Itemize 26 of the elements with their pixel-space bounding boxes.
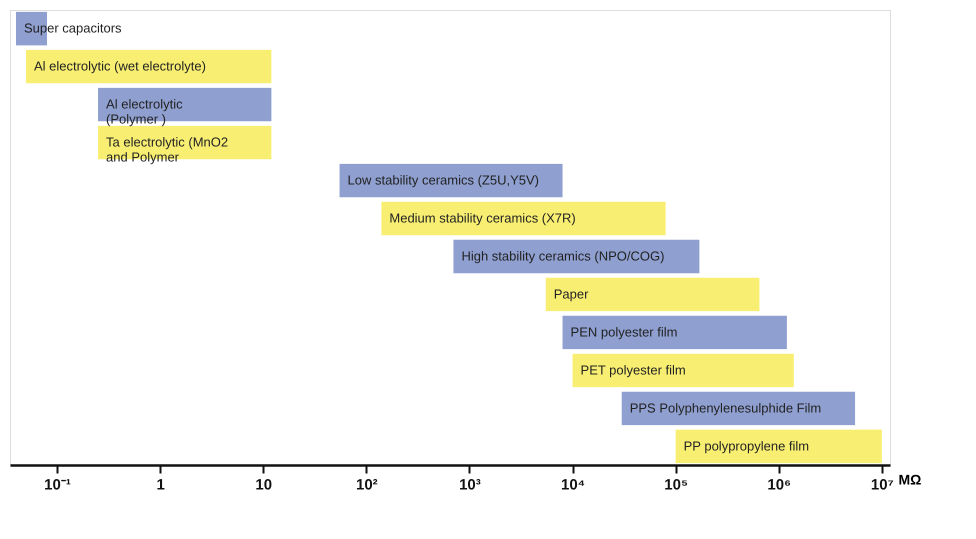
bar	[622, 392, 856, 426]
x-tick-label: 10³	[459, 476, 481, 494]
x-tick-label: 10⁷	[870, 476, 894, 494]
y-tick-label: High stability ceramics (NPO/COG)	[461, 248, 664, 264]
x-tick-label: 10⁵	[664, 476, 688, 494]
y-tick-label: Al electrolytic (wet electrolyte)	[34, 58, 206, 74]
x-tick-label: 10⁶	[767, 476, 792, 494]
x-tick-label: 10⁴	[560, 476, 586, 494]
x-tick-label: 10⁻¹	[44, 476, 71, 494]
x-tick-label: 1	[156, 476, 165, 494]
x-tick-label: 10	[255, 476, 272, 494]
x-tick-label: 10²	[356, 476, 378, 494]
bar	[546, 278, 760, 312]
bar	[26, 50, 272, 84]
bar	[381, 202, 666, 236]
y-tick-label: Low stability ceramics (Z5U,Y5V)	[348, 172, 539, 188]
y-tick-label: PP polypropylene film	[684, 438, 810, 454]
y-tick-label: PPS Polyphenylenesulphide Film	[630, 400, 822, 416]
bar	[572, 354, 794, 388]
y-tick-label: Paper	[554, 286, 590, 302]
x-axis-title: MΩ	[898, 472, 922, 488]
y-tick-label: Medium stability ceramics (X7R)	[389, 210, 576, 226]
y-tick-label: PEN polyester film	[570, 324, 678, 340]
bar	[562, 316, 787, 350]
bar	[676, 430, 882, 464]
y-tick-label: PET polyester film	[580, 362, 686, 378]
